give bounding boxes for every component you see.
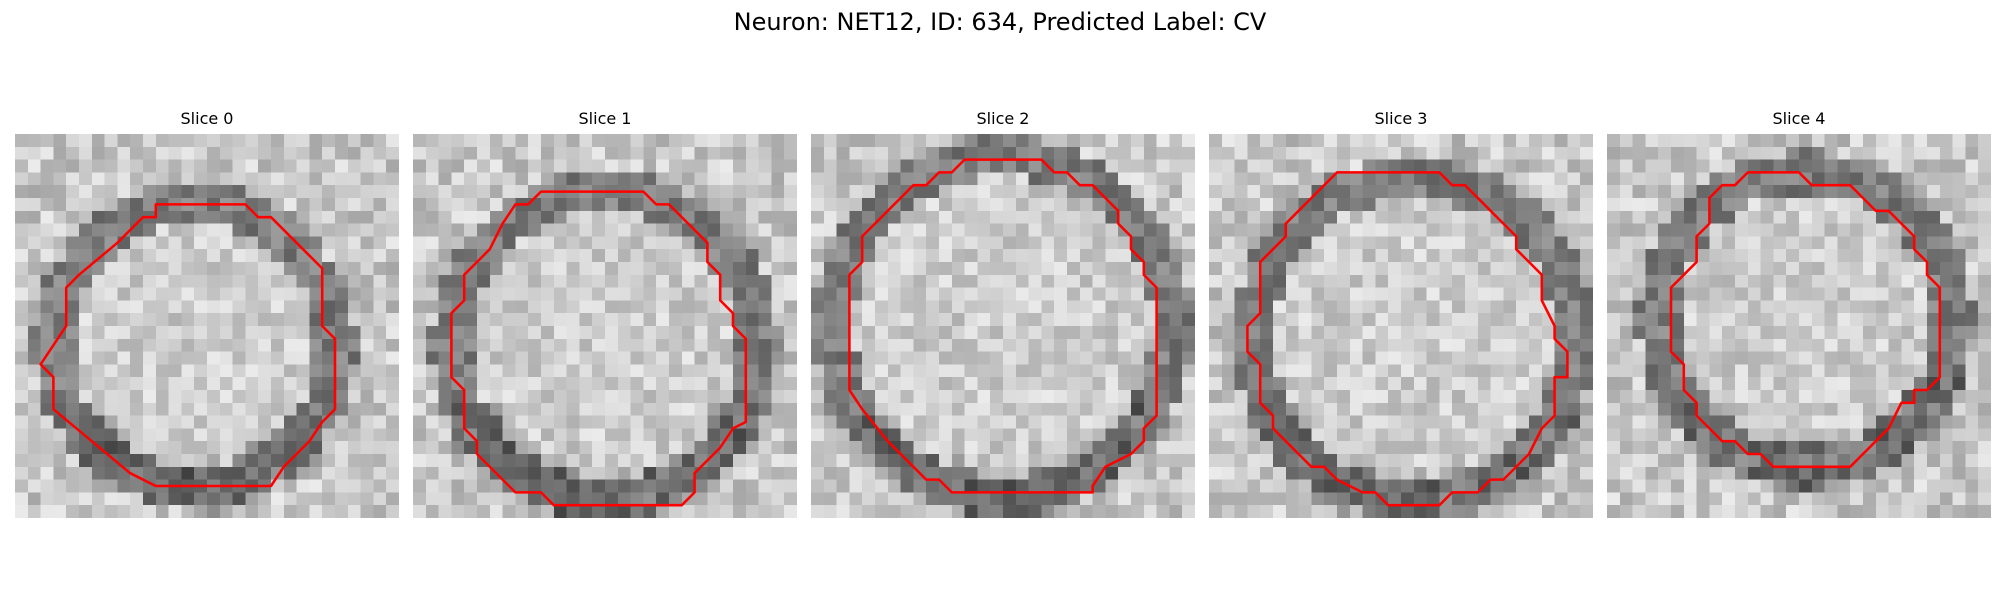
slice-panel-2: Slice 2 [811, 108, 1195, 518]
contour-outline-4 [1669, 171, 1942, 469]
slice-pixels-4 [1607, 134, 1991, 518]
slice-image-2 [811, 134, 1195, 518]
slice-pixels-1 [413, 134, 797, 518]
slice-image-3 [1209, 134, 1593, 518]
slice-pixels-0 [15, 134, 399, 518]
slice-title-0: Slice 0 [180, 109, 234, 128]
slice-title-4: Slice 4 [1772, 109, 1826, 128]
slice-title-2: Slice 2 [976, 109, 1030, 128]
figure-title: Neuron: NET12, ID: 634, Predicted Label:… [733, 8, 1267, 36]
slice-pixels-3 [1209, 134, 1593, 518]
slice-panel-1: Slice 1 [413, 108, 797, 518]
slice-panel-4: Slice 4 [1607, 108, 1991, 518]
slice-image-1 [413, 134, 797, 518]
slice-panel-0: Slice 0 [15, 108, 399, 518]
slice-panel-3: Slice 3 [1209, 108, 1593, 518]
contour-outline-0 [39, 203, 337, 488]
slice-image-0 [15, 134, 399, 518]
slice-title-1: Slice 1 [578, 109, 632, 128]
contour-outline-3 [1246, 171, 1569, 507]
contour-outline-2 [848, 158, 1158, 494]
contour-outline-1 [450, 190, 748, 507]
slice-image-4 [1607, 134, 1991, 518]
slice-title-3: Slice 3 [1374, 109, 1428, 128]
slice-pixels-2 [811, 134, 1195, 518]
